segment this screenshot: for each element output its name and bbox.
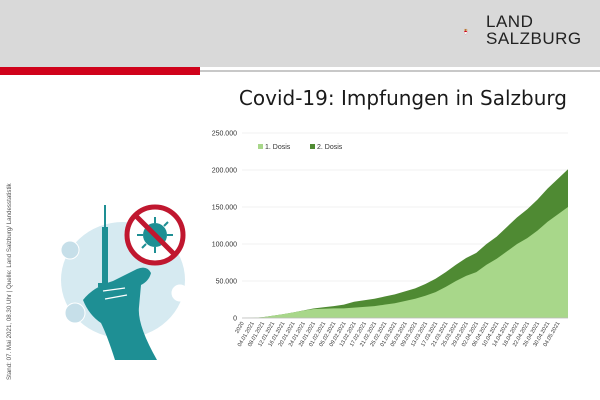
x-tick-label: 2020 (234, 321, 245, 335)
source-note: Stand: 07. Mai 2021, 08.30 Uhr | Quelle:… (6, 183, 13, 380)
y-tick-label: 50.000 (216, 279, 238, 286)
vaccination-chart: 0 50.000 100.000 150.000 200.000 250.000 2020… (212, 131, 568, 348)
legend-label: 1. Dosis (265, 144, 291, 151)
prohibition-icon (124, 204, 186, 266)
coat-of-arms-icon (464, 29, 468, 35)
y-tick-label: 250.000 (212, 131, 237, 138)
legend-label: 2. Dosis (317, 144, 343, 151)
logo-line-1: LAND (486, 12, 534, 31)
y-tick-label: 0 (233, 316, 237, 323)
series-area-dose-1 (242, 207, 568, 318)
legend-swatch (310, 144, 315, 149)
x-axis-ticks: 202004.01.202108.01.202112.01.202116.01.… (234, 321, 561, 348)
brand-red-bar (0, 67, 200, 75)
y-tick-label: 200.000 (212, 168, 237, 175)
page-title: Covid-19: Impfungen in Salzburg (238, 86, 567, 110)
legend-swatch (258, 144, 263, 149)
hand-icon (83, 267, 157, 360)
header-divider (200, 70, 600, 72)
header-band (0, 0, 600, 67)
y-tick-label: 150.000 (212, 205, 237, 212)
land-salzburg-logo (464, 29, 468, 35)
chart-areas (242, 169, 568, 319)
y-axis-ticks: 0 50.000 100.000 150.000 200.000 250.000 (212, 131, 237, 323)
chart-legend: 1. Dosis 2. Dosis (258, 144, 343, 151)
logo-wordmark: LAND SALZBURG (486, 13, 582, 47)
y-tick-label: 100.000 (212, 242, 237, 249)
logo-line-2: SALZBURG (486, 29, 582, 48)
vaccine-illustration (60, 204, 189, 360)
virus-icon (60, 240, 189, 324)
